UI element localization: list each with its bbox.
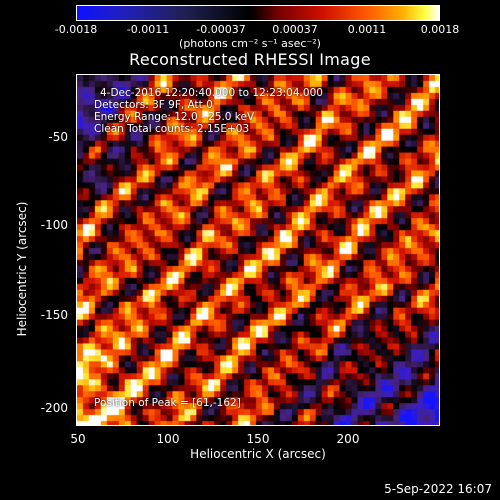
time-range-label: 4-Dec-2016 12:20:40.000 to 12:23:04.000	[100, 87, 323, 99]
colorbar	[76, 5, 440, 21]
y-tick-label: -150	[40, 308, 68, 322]
energy-range-label: Energy Range: 12.0 - 25.0 keV	[94, 111, 255, 123]
y-axis-label: Heliocentric Y (arcsec)	[15, 201, 29, 337]
colorbar-tick: 0.0018	[420, 23, 460, 36]
generation-timestamp: 5-Sep-2022 16:07	[384, 482, 492, 496]
x-tick-label: 150	[246, 432, 270, 446]
peak-position-label: Position of Peak = [61,-162]	[94, 397, 241, 409]
heatmap-canvas	[77, 75, 439, 425]
colorbar-tick: -0.00037	[196, 23, 246, 36]
colorbar-unit: (photons cm⁻² s⁻¹ asec⁻²)	[179, 37, 321, 50]
total-counts-label: Clean Total counts: 2.15E+03	[94, 123, 250, 135]
colorbar-tick: -0.0011	[126, 23, 170, 36]
x-tick-label: 100	[156, 432, 180, 446]
rhessi-image	[76, 74, 440, 426]
colorbar-tick: -0.0018	[54, 23, 98, 36]
y-tick-label: -50	[48, 130, 68, 144]
y-tick-label: -200	[40, 401, 68, 415]
colorbar-tick: 0.00037	[272, 23, 318, 36]
x-tick-label: 200	[336, 432, 360, 446]
detectors-label: Detectors: 3F 9F, Att 0	[94, 99, 213, 111]
y-tick-label: -100	[40, 218, 68, 232]
plot-title: Reconstructed RHESSI Image	[129, 50, 371, 69]
colorbar-tick: 0.0011	[347, 23, 387, 36]
x-axis-label: Heliocentric X (arcsec)	[190, 447, 326, 461]
x-tick-label: 50	[70, 432, 86, 446]
